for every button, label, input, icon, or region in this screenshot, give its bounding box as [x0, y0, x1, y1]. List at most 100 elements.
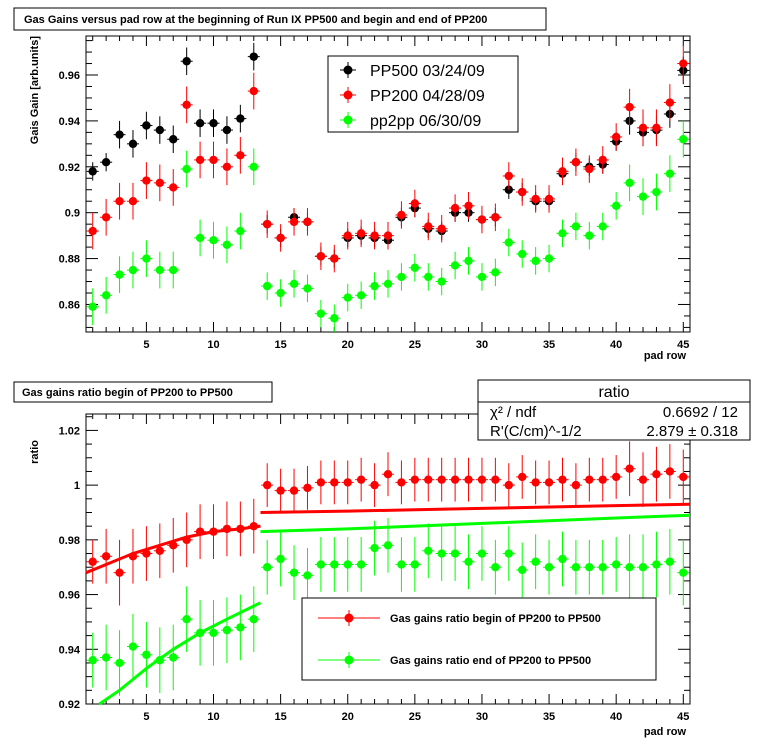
data-point — [504, 171, 513, 181]
y-tick-label: 0.94 — [59, 116, 81, 128]
data-point — [155, 178, 165, 188]
data-point — [625, 178, 634, 188]
data-point — [169, 541, 178, 550]
data-point — [424, 546, 433, 555]
data-point — [101, 213, 111, 222]
y-tick-label: 0.94 — [59, 644, 81, 656]
bottom-legend-entry-begin: Gas gains ratio begin of PP200 to PP500 — [318, 610, 601, 626]
data-point — [410, 560, 420, 569]
data-point — [236, 226, 245, 236]
data-point — [343, 478, 352, 487]
data-point — [182, 535, 191, 545]
data-point — [410, 199, 420, 208]
data-point — [477, 272, 487, 282]
data-point — [518, 472, 527, 482]
bottom-legend-entry-end: Gas gains ratio end of PP200 to PP500 — [318, 652, 591, 668]
data-point — [222, 162, 232, 171]
data-point — [638, 563, 648, 572]
data-point — [249, 86, 258, 96]
bottom-title-box: Gas gains ratio begin of PP200 to PP500 — [13, 381, 273, 403]
data-point — [249, 162, 258, 171]
x-tick-label: 15 — [274, 339, 286, 351]
data-point — [652, 560, 661, 569]
bottom-plot-area: 5 10 15 20 25 30 35 40 45 0.92 0.94 0.96 0.98 1 1.02 — [59, 414, 691, 723]
data-point — [155, 656, 165, 665]
data-point — [437, 549, 446, 558]
data-point — [544, 194, 554, 204]
data-point — [585, 563, 594, 572]
data-point — [101, 552, 111, 561]
data-point — [665, 467, 675, 476]
y-tick-label: 0.86 — [59, 299, 80, 311]
y-tick-label: 0.96 — [59, 70, 80, 82]
data-point — [115, 130, 124, 139]
fit-stats-param-label: R'(C/cm)^-1/2 — [490, 423, 582, 440]
data-point — [182, 57, 191, 66]
data-point — [142, 121, 151, 130]
bottom-y-axis-label: ratio — [29, 440, 41, 464]
fit-stats-box: ratio χ² / ndf 0.6692 / 12 R'(C/cm)^-1/2… — [477, 379, 751, 441]
data-point — [571, 222, 581, 231]
data-point — [531, 478, 540, 487]
data-point — [142, 254, 151, 263]
data-point — [356, 560, 366, 569]
data-point — [437, 224, 446, 233]
data-point — [316, 309, 326, 318]
x-tick-label: 10 — [207, 339, 219, 351]
data-point — [679, 135, 688, 144]
data-point — [504, 480, 513, 490]
data-point — [518, 249, 527, 259]
data-point — [585, 164, 594, 174]
data-point — [88, 167, 97, 176]
data-point — [289, 217, 299, 227]
top-y-axis-label: Gais Gain [arb.units] — [29, 36, 41, 145]
bottom-legend-label-begin: Gas gains ratio begin of PP200 to PP500 — [390, 613, 601, 625]
fit-stats-header: ratio — [598, 384, 629, 401]
data-point — [477, 215, 487, 224]
data-point — [236, 114, 245, 123]
data-point — [343, 231, 352, 240]
data-point — [222, 625, 232, 635]
data-point — [437, 277, 446, 286]
data-point — [222, 240, 232, 250]
top-legend-label-pp200: PP200 04/28/09 — [370, 88, 485, 105]
data-point — [276, 288, 285, 298]
data-point — [195, 118, 205, 128]
data-point — [370, 480, 379, 490]
data-point — [209, 118, 218, 128]
data-point — [330, 478, 339, 487]
data-point — [128, 197, 138, 206]
data-point — [679, 472, 688, 482]
fit-stats-param-value: 2.879 ± 0.318 — [646, 423, 738, 440]
data-point — [598, 475, 607, 484]
data-point — [115, 568, 124, 577]
data-point — [330, 560, 339, 569]
y-tick-label: 1.02 — [59, 425, 80, 437]
x-tick-label: 10 — [207, 711, 219, 723]
y-tick-label: 0.96 — [59, 590, 80, 602]
data-point — [343, 560, 352, 569]
data-point — [128, 139, 138, 149]
data-point — [424, 475, 433, 484]
data-point — [222, 125, 232, 135]
data-point — [410, 475, 420, 484]
data-point — [370, 543, 379, 553]
data-point — [571, 158, 581, 167]
data-point — [611, 560, 621, 569]
data-point — [370, 281, 379, 291]
data-point — [638, 192, 648, 201]
data-point — [370, 231, 379, 240]
data-point — [303, 571, 312, 580]
data-point — [383, 541, 393, 550]
data-point — [330, 254, 339, 263]
data-point — [155, 125, 165, 135]
data-point — [289, 568, 299, 577]
data-point — [276, 554, 285, 564]
x-tick-label: 35 — [543, 711, 555, 723]
top-plot-area: 5 10 15 20 25 30 35 40 45 0.86 0.88 0.9 0.92 0.94 0.96 — [59, 36, 690, 351]
bottom-legend-label-end: Gas gains ratio end of PP200 to PP500 — [390, 655, 591, 667]
x-tick-label: 15 — [274, 711, 286, 723]
data-point — [209, 628, 218, 638]
data-point — [397, 560, 406, 569]
